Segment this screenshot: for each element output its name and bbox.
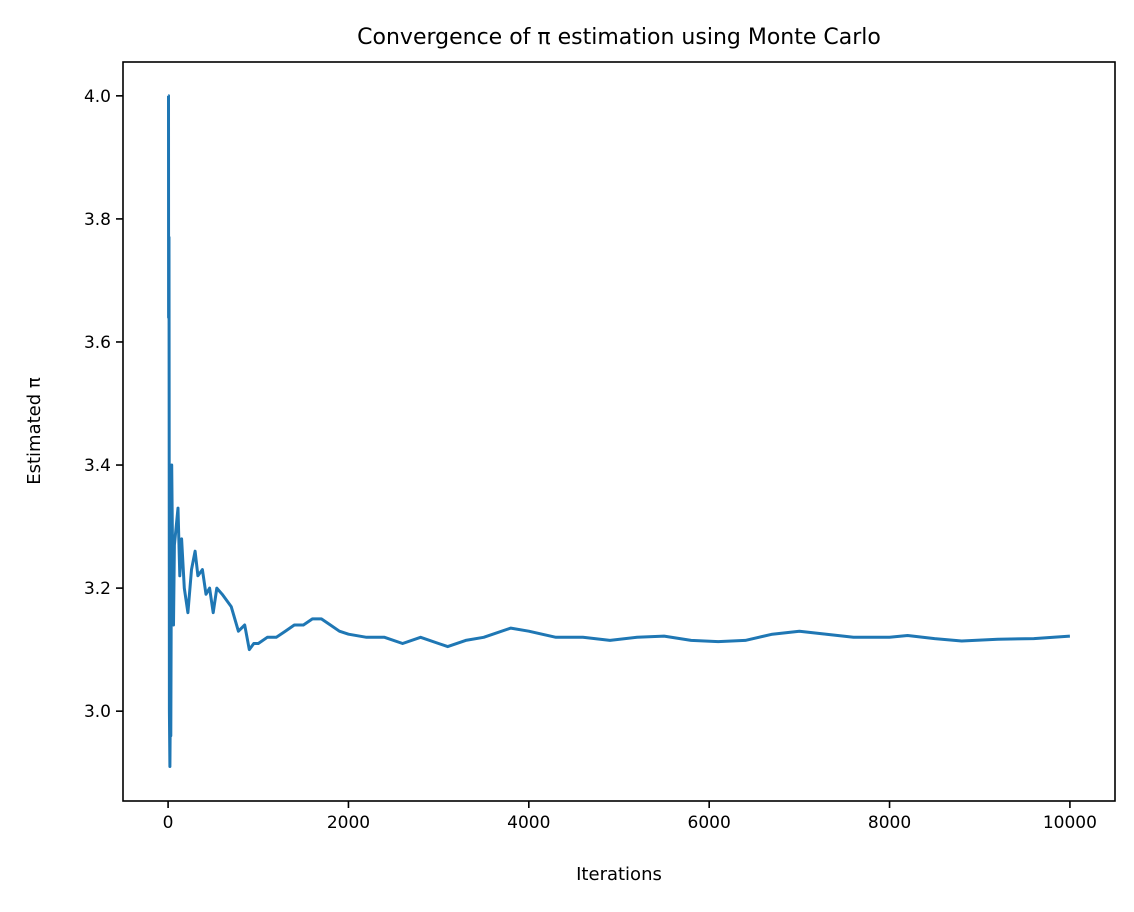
x-tick-label: 0 — [163, 813, 174, 833]
x-axis-label: Iterations — [576, 864, 662, 885]
y-axis-label: Estimated π — [24, 377, 45, 485]
x-tick-label: 4000 — [507, 813, 550, 833]
y-axis: 3.0 3.2 3.4 3.6 3.8 4.0 — [84, 87, 123, 722]
series-line-0 — [167, 94, 1071, 768]
x-tick-label: 10000 — [1043, 813, 1097, 833]
x-tick-label: 6000 — [688, 813, 731, 833]
y-tick-label: 3.0 — [84, 702, 111, 722]
y-tick-label: 3.4 — [84, 456, 111, 476]
chart-title: Convergence of π estimation using Monte … — [357, 25, 881, 50]
axes-frame — [122, 61, 1116, 802]
plot-area — [122, 61, 1116, 802]
y-tick-label: 3.6 — [84, 333, 111, 353]
x-axis: 0 2000 4000 6000 8000 10000 — [163, 801, 1097, 833]
y-tick-label: 3.2 — [84, 579, 111, 599]
y-tick-label: 3.8 — [84, 210, 111, 230]
x-tick-label: 2000 — [327, 813, 370, 833]
x-tick-label: 8000 — [868, 813, 911, 833]
y-tick-label: 4.0 — [84, 87, 111, 107]
